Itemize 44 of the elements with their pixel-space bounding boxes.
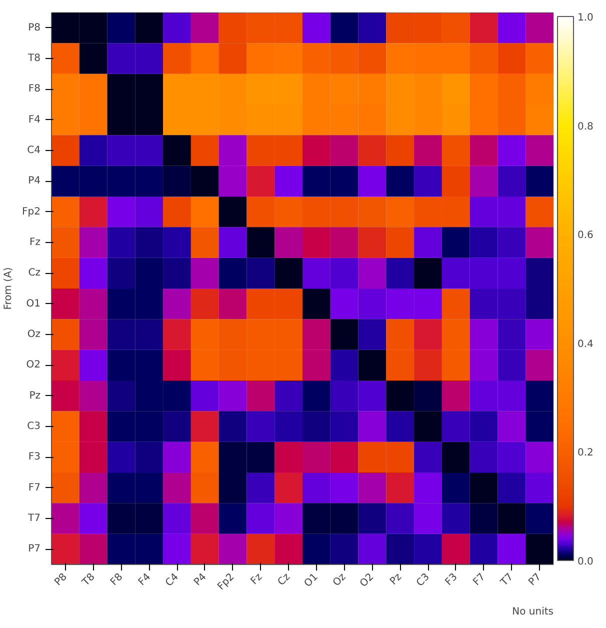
x-tick-label: C3 bbox=[414, 572, 432, 589]
y-tick-label: T7 bbox=[27, 513, 41, 524]
y-tick-label: F3 bbox=[28, 452, 41, 463]
x-tick-label: O2 bbox=[358, 572, 376, 590]
x-tick-label: P8 bbox=[52, 572, 70, 588]
y-tick-label: P8 bbox=[28, 22, 41, 34]
x-tick-label: T8 bbox=[80, 572, 98, 589]
y-tick-label: O1 bbox=[26, 298, 40, 310]
x-tick-label: Fz bbox=[249, 572, 265, 588]
color-bar-label: 1.0 bbox=[578, 12, 594, 24]
y-tick-label: F7 bbox=[28, 482, 41, 494]
x-tick-label: F7 bbox=[471, 572, 488, 588]
color-bar-label: 0.6 bbox=[578, 230, 594, 242]
x-tick-label: T7 bbox=[498, 572, 516, 589]
y-tick-label: Fp2 bbox=[22, 206, 41, 218]
y-tick-label: P4 bbox=[28, 176, 41, 187]
x-tick-label: F3 bbox=[443, 572, 460, 588]
y-tick-label: C4 bbox=[27, 145, 41, 156]
y-tick-label: P7 bbox=[28, 544, 41, 555]
y-tick-label: F4 bbox=[28, 114, 41, 126]
y-tick-label: Fz bbox=[30, 237, 41, 248]
x-tick-label: P4 bbox=[192, 572, 209, 588]
x-tick-label: F4 bbox=[136, 572, 154, 588]
y-axis-title: From (A) bbox=[3, 267, 14, 310]
y-tick-label: O2 bbox=[26, 360, 40, 371]
y-tick-label: T8 bbox=[27, 53, 41, 64]
color-bar-title: No units bbox=[512, 606, 554, 618]
x-tick-label: Fp2 bbox=[216, 572, 237, 592]
x-tick-label: F8 bbox=[108, 572, 126, 588]
x-tick-label: O1 bbox=[302, 572, 320, 590]
y-tick-label: C3 bbox=[27, 421, 41, 432]
color-bar-label: 0.2 bbox=[578, 448, 594, 459]
x-tick-label: Pz bbox=[388, 572, 404, 588]
y-tick-label: Cz bbox=[28, 268, 41, 279]
color-bar-label: 0.8 bbox=[578, 121, 594, 132]
y-tick-label: Pz bbox=[29, 390, 40, 402]
color-bar-label: 0.0 bbox=[578, 556, 594, 568]
x-tick-label: Cz bbox=[276, 572, 292, 588]
x-tick-label: Oz bbox=[331, 572, 348, 589]
x-tick-label: C4 bbox=[164, 572, 181, 589]
y-tick-label: Oz bbox=[27, 329, 41, 340]
x-tick-label: P7 bbox=[526, 572, 544, 588]
color-bar-label: 0.4 bbox=[578, 338, 594, 350]
y-tick-label: F8 bbox=[28, 84, 41, 95]
